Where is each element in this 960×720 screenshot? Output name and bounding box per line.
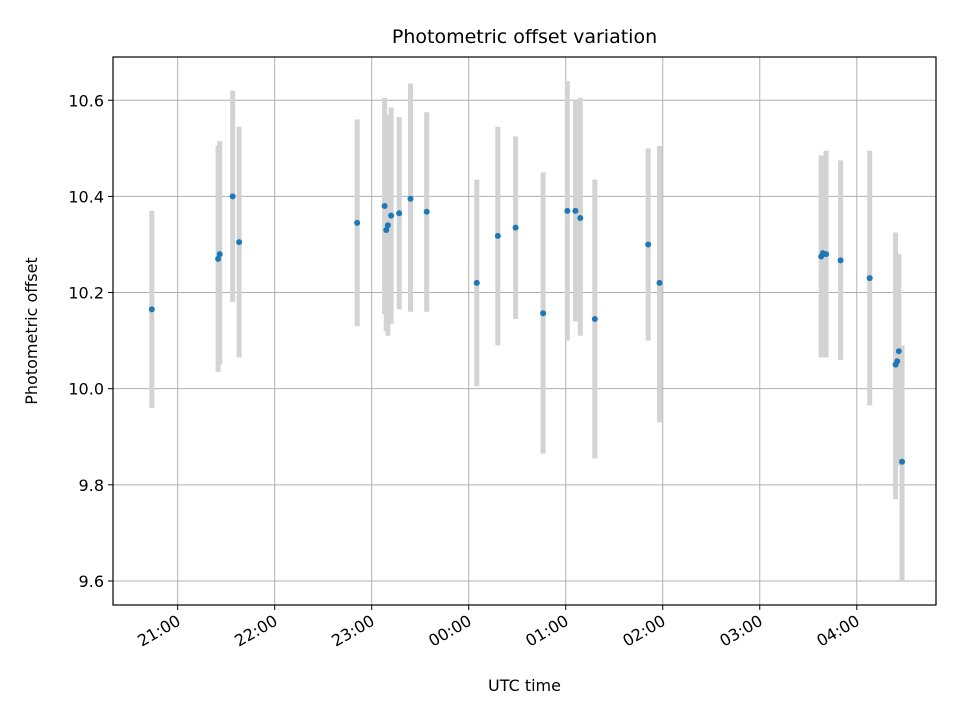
data-point (407, 195, 414, 202)
y-axis-label: Photometric offset (22, 257, 41, 405)
x-tick-label: 00:00 (425, 611, 474, 651)
data-point (572, 207, 579, 214)
error-bars (149, 81, 905, 581)
data-point (473, 279, 480, 286)
data-point (388, 212, 395, 219)
x-tick-label: 22:00 (231, 611, 280, 651)
data-point (894, 358, 901, 365)
data-points (148, 193, 906, 465)
data-point (236, 239, 243, 246)
y-tick-label: 9.8 (79, 476, 104, 495)
chart-title: Photometric offset variation (392, 26, 657, 48)
data-point (494, 232, 501, 239)
x-tick-label: 04:00 (813, 611, 862, 651)
data-point (564, 207, 571, 214)
x-tick-label: 23:00 (328, 611, 377, 651)
data-point (384, 222, 391, 229)
data-point (645, 241, 652, 248)
x-axis-label: UTC time (488, 676, 561, 695)
data-point (396, 210, 403, 217)
data-point (423, 208, 430, 215)
data-point (823, 251, 830, 258)
y-axis-ticks: 9.6 9.8 10.0 10.2 10.4 10.6 (68, 91, 113, 591)
x-tick-label: 01:00 (522, 611, 571, 651)
data-point (837, 257, 844, 264)
data-point (381, 203, 388, 210)
data-point (866, 275, 873, 282)
data-point (216, 251, 223, 258)
x-tick-label: 03:00 (716, 611, 765, 651)
data-point (540, 310, 547, 317)
x-tick-label: 21:00 (134, 611, 183, 651)
y-tick-label: 10.6 (68, 91, 104, 110)
y-tick-label: 10.0 (68, 380, 104, 399)
grid (113, 57, 936, 605)
data-point (895, 348, 902, 355)
data-point (229, 193, 236, 200)
data-point (512, 224, 519, 231)
data-point (656, 279, 663, 286)
y-tick-label: 10.2 (68, 284, 104, 303)
data-point (591, 315, 598, 322)
data-point (899, 458, 906, 465)
y-tick-label: 9.6 (79, 572, 104, 591)
x-tick-label: 02:00 (619, 611, 668, 651)
data-point (215, 255, 222, 262)
y-tick-label: 10.4 (68, 187, 104, 206)
plot-frame (112, 56, 937, 606)
data-point (383, 227, 390, 234)
data-point (148, 306, 155, 313)
x-axis-ticks: 21:00 22:00 23:00 00:00 01:00 02:00 03:00 04:00 (134, 605, 863, 651)
data-point (354, 219, 361, 226)
data-point (577, 215, 584, 222)
